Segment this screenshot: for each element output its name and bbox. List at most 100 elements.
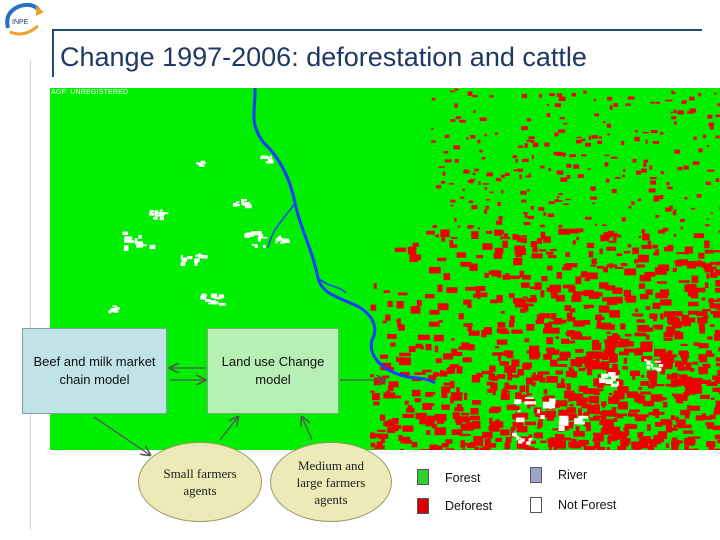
deforest-patch [702, 134, 706, 139]
non-forest-patch [154, 210, 159, 215]
deforest-patch [554, 132, 559, 137]
deforest-patch [548, 321, 560, 324]
deforest-patch [695, 261, 706, 267]
deforest-patch [632, 375, 636, 381]
deforest-patch [432, 224, 437, 228]
non-forest-patch [599, 378, 606, 381]
deforest-patch [576, 228, 584, 233]
non-forest-patch [197, 163, 200, 166]
non-forest-patch [251, 231, 257, 236]
deforest-patch [685, 362, 692, 368]
deforest-patch [528, 136, 535, 140]
deforest-patch [718, 347, 720, 352]
deforest-patch [702, 311, 708, 315]
deforest-patch [641, 244, 652, 250]
deforest-patch [471, 205, 478, 210]
deforest-patch [435, 234, 440, 238]
deforest-patch [460, 423, 473, 431]
deforest-patch [545, 410, 557, 418]
deforest-patch [550, 376, 555, 379]
deforest-patch [675, 261, 682, 267]
deforest-patch [481, 292, 488, 297]
deforest-patch [578, 385, 588, 392]
deforest-patch [546, 287, 556, 292]
deforest-patch [459, 433, 471, 437]
deforest-patch [617, 335, 621, 340]
deforest-patch [548, 350, 559, 355]
deforest-patch [467, 226, 473, 229]
deforest-patch [641, 355, 653, 360]
deforest-patch [481, 370, 493, 375]
deforest-patch [677, 110, 684, 115]
deforest-patch [530, 205, 534, 210]
deforest-patch [547, 104, 550, 106]
deforest-patch [659, 355, 672, 363]
deforest-patch [449, 364, 459, 369]
deforest-patch [639, 431, 644, 435]
deforest-patch [667, 350, 673, 358]
deforest-patch [505, 443, 511, 449]
deforest-patch [500, 310, 505, 314]
deforest-patch [655, 215, 660, 218]
deforest-patch [692, 379, 701, 388]
deforest-patch [502, 240, 508, 248]
deforest-patch [444, 159, 452, 163]
deforest-patch [431, 423, 437, 429]
deforest-patch [571, 295, 582, 298]
deforest-patch [611, 188, 617, 194]
non-forest-patch [277, 236, 281, 239]
deforest-patch [665, 443, 670, 448]
deforest-patch [490, 299, 498, 304]
deforest-patch [620, 263, 628, 266]
non-forest-patch [525, 397, 534, 399]
deforest-patch [600, 322, 612, 330]
deforest-patch [442, 171, 446, 176]
deforest-patch [417, 334, 430, 341]
deforest-patch [698, 150, 702, 152]
deforest-patch [558, 96, 566, 102]
non-forest-patch [658, 363, 664, 368]
deforest-patch [702, 363, 711, 369]
deforest-patch [644, 346, 653, 352]
non-forest-patch [646, 365, 650, 370]
deforest-patch [656, 411, 665, 415]
deforest-patch [527, 215, 535, 220]
deforest-patch [622, 174, 626, 178]
deforest-patch [697, 317, 708, 324]
deforest-patch [650, 130, 658, 134]
deforest-patch [440, 370, 444, 373]
deforest-patch [436, 185, 442, 189]
deforest-patch [649, 165, 653, 170]
deforest-patch [685, 380, 697, 384]
deforest-patch [511, 330, 523, 334]
deforest-patch [616, 415, 624, 419]
deforest-patch [465, 286, 475, 291]
deforest-patch [424, 294, 435, 299]
non-forest-patch [137, 242, 144, 248]
deforest-patch [454, 103, 458, 108]
deforest-patch [472, 172, 476, 176]
deforest-patch [508, 293, 515, 298]
deforest-patch [655, 422, 663, 427]
deforest-patch [486, 174, 493, 177]
deforest-patch [662, 397, 667, 401]
deforest-patch [555, 370, 563, 375]
deforest-patch [670, 111, 673, 114]
deforest-patch [618, 401, 628, 410]
deforest-patch [604, 353, 616, 356]
deforest-patch [466, 137, 469, 140]
deforest-patch [601, 224, 607, 227]
deforest-patch [404, 400, 409, 405]
deforest-patch [649, 313, 658, 319]
deforest-patch [627, 412, 638, 417]
deforest-patch [427, 417, 436, 422]
deforest-patch [464, 443, 473, 446]
deforest-patch [425, 422, 434, 427]
deforest-patch [538, 207, 545, 211]
deforest-patch [469, 425, 474, 431]
deforest-patch [577, 408, 582, 417]
deforest-patch [428, 321, 440, 327]
deforest-patch [600, 428, 612, 435]
deforest-patch [670, 379, 678, 388]
deforest-patch [451, 348, 458, 353]
